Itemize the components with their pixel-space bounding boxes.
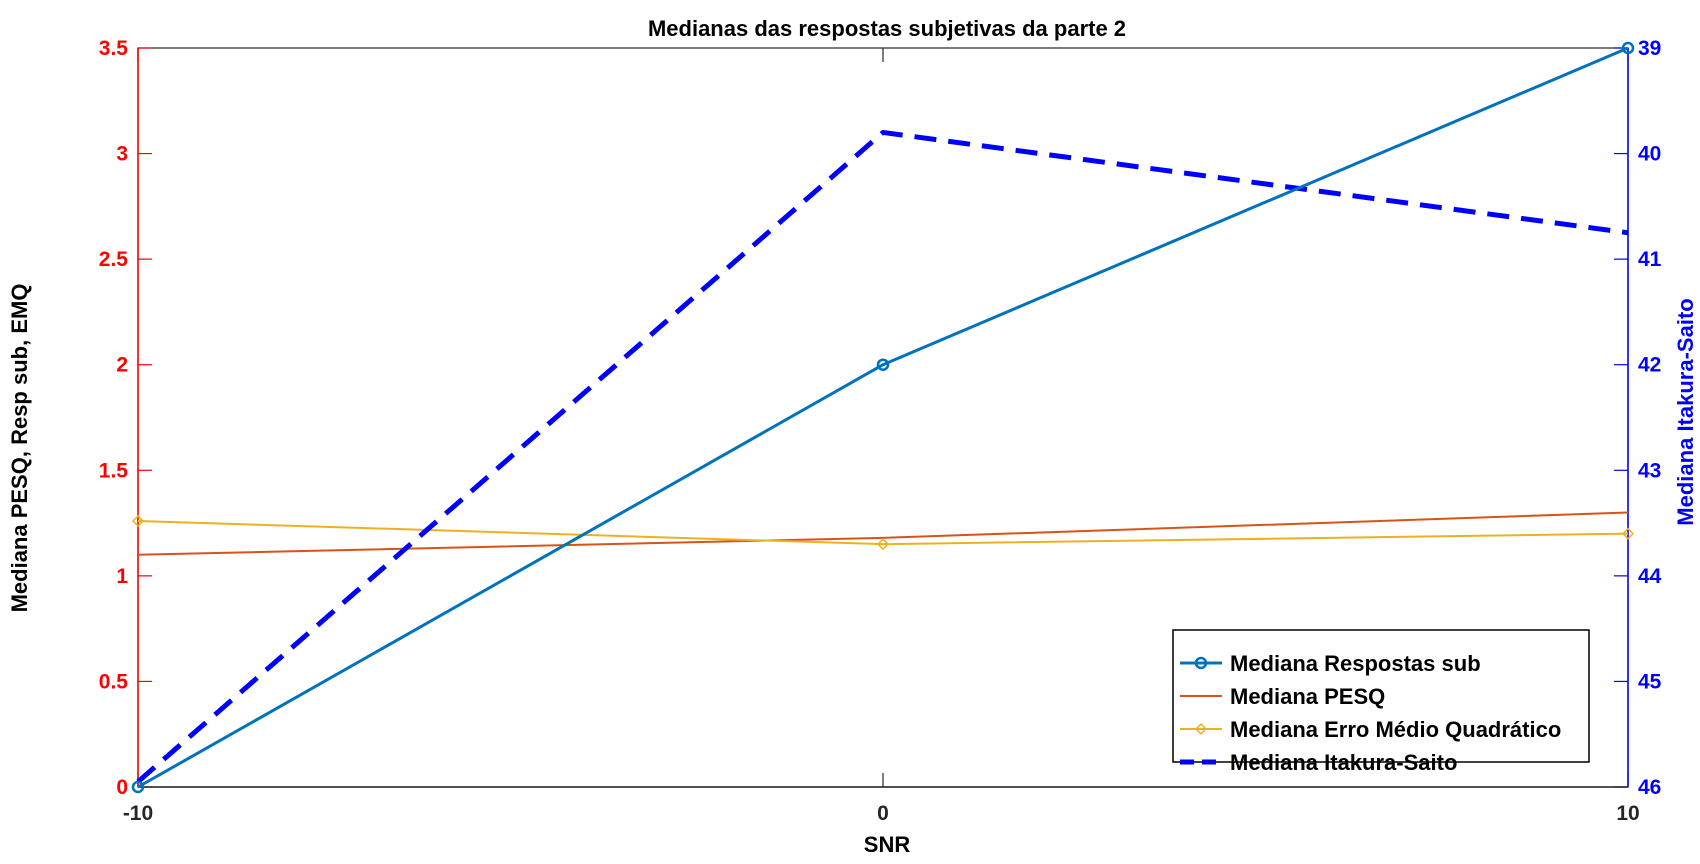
chart-title: Medianas das respostas subjetivas da par… <box>648 16 1126 41</box>
data-point-mediana-respostas-sub <box>876 358 890 371</box>
x-axis-label: SNR <box>864 832 911 857</box>
y-left-tick-label: 3 <box>116 143 128 166</box>
legend-label-mediana-erro-medio-quadratico: Mediana Erro Médio Quadrático <box>1230 717 1561 742</box>
y-left-tick-label: 0 <box>116 776 128 799</box>
y-left-tick-label: 1.5 <box>99 459 129 482</box>
x-tick-label: 0 <box>877 802 889 825</box>
y-left-tick-label: 3.5 <box>99 37 129 60</box>
y-right-tick-label: 40 <box>1638 143 1661 166</box>
legend-label-mediana-respostas-sub: Mediana Respostas sub <box>1230 651 1481 676</box>
data-point-mediana-erro-medio-quadratico <box>131 514 145 528</box>
series-line-mediana-erro-medio-quadratico <box>137 519 1629 546</box>
data-point-mediana-respostas-sub <box>1621 41 1635 55</box>
y-right-tick-label: 43 <box>1638 459 1661 482</box>
data-point-mediana-respostas-sub <box>131 780 145 794</box>
series-line-mediana-itakura-saito <box>136 129 1629 784</box>
legend-box <box>1172 629 1590 763</box>
legend: Mediana Respostas sub Mediana PESQ Mediana… <box>1172 629 1590 775</box>
legend-label-mediana-itakura-saito: Mediana Itakura-Saito <box>1230 750 1457 775</box>
x-tick-label: 10 <box>1616 802 1639 825</box>
x-tick-label: -10 <box>123 802 153 825</box>
y-right-tick-label: 42 <box>1638 354 1661 377</box>
y-right-tick-label: 39 <box>1638 37 1661 60</box>
data-point-mediana-erro-medio-quadratico <box>876 538 890 551</box>
data-point-mediana-erro-medio-quadratico <box>1621 527 1635 540</box>
y-axis-label-right: Mediana Itakura-Saito <box>1673 298 1698 525</box>
y-right-tick-label: 41 <box>1638 248 1662 271</box>
legend-marker-mediana-erro-medio-quadratico <box>1194 722 1208 736</box>
y-left-tick-label: 0.5 <box>99 670 129 693</box>
y-right-tick-label: 46 <box>1638 776 1661 799</box>
y-right-tick-label: 44 <box>1638 565 1662 588</box>
series-line-mediana-pesq <box>137 511 1629 556</box>
y-left-tick-label: 1 <box>116 565 128 588</box>
legend-label-mediana-pesq: Mediana PESQ <box>1230 684 1385 709</box>
y-left-tick-label: 2.5 <box>99 248 129 271</box>
y-right-tick-label: 45 <box>1638 670 1662 693</box>
y-axis-label-left: Mediana PESQ, Resp sub, EMQ <box>7 284 32 613</box>
y-left-tick-label: 2 <box>116 354 128 377</box>
legend-marker-mediana-respostas-sub <box>1194 656 1208 670</box>
series-line-mediana-respostas-sub <box>137 46 1629 789</box>
